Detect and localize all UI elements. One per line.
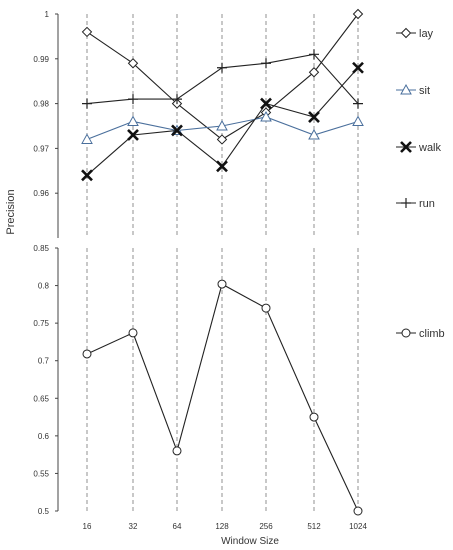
x-tick-labels: 16 32 64 128 256 512 1024 [83, 522, 368, 531]
bottom-panel: 0.5 0.55 0.6 0.65 0.7 0.75 0.8 0.85 [33, 244, 363, 516]
legend-item-climb: climb [396, 328, 445, 340]
point-climb [261, 303, 271, 313]
y-tick-label: 0.5 [38, 507, 50, 516]
y-tick-label: 0.85 [33, 244, 49, 253]
point-run [217, 62, 227, 73]
y-tick-label: 0.99 [33, 55, 49, 64]
point-lay [216, 134, 228, 145]
point-lay [127, 58, 139, 69]
point-walk [81, 169, 93, 182]
legend-item-walk: walk [396, 141, 442, 154]
x-tick-label: 32 [129, 522, 138, 531]
legend-label: climb [419, 328, 445, 340]
series-line-run [86, 53, 359, 105]
point-sit [81, 133, 93, 144]
point-walk [216, 160, 228, 173]
point-run [82, 98, 92, 109]
top-panel: 0.96 0.97 0.98 0.99 1 [33, 8, 364, 238]
y-axis-label: Precision [5, 189, 17, 234]
y-tick-label: 0.8 [38, 282, 50, 291]
legend-marker-walk [400, 141, 412, 153]
y-tick-label: 0.75 [33, 319, 49, 328]
point-walk [127, 129, 139, 141]
x-tick-label: 1024 [349, 522, 367, 531]
point-run [353, 98, 363, 109]
point-climb [128, 328, 138, 338]
point-lay [308, 67, 320, 78]
point-run [172, 94, 182, 105]
point-run [309, 49, 319, 60]
x-axis-label: Window Size [221, 536, 279, 547]
y-tick-label: 0.65 [33, 394, 49, 403]
x-tick-label: 128 [215, 522, 229, 531]
point-sit [352, 115, 364, 127]
point-climb [217, 279, 227, 289]
point-sit [127, 115, 139, 127]
x-tick-label: 256 [259, 522, 273, 531]
legend-label: walk [418, 142, 442, 154]
legend-item-run: run [396, 198, 435, 210]
legend-label: sit [419, 85, 430, 97]
point-sit [308, 128, 320, 140]
x-tick-label: 512 [307, 522, 321, 531]
y-tick-label: 0.97 [33, 144, 49, 153]
legend-marker-climb [401, 328, 411, 338]
legend-marker-lay [400, 27, 412, 39]
legend-item-lay: lay [396, 27, 434, 40]
legend-item-sit: sit [396, 83, 430, 97]
x-tick-label: 64 [173, 522, 182, 531]
point-sit [216, 119, 228, 131]
legend-label: run [419, 198, 435, 210]
series-line-climb [86, 283, 359, 512]
point-sit [260, 111, 272, 122]
point-walk [352, 61, 364, 74]
y-tick-label: 0.55 [33, 469, 49, 478]
point-run [128, 94, 138, 105]
y-tick-label: 0.98 [33, 100, 49, 109]
legend-marker-sit [400, 83, 412, 95]
point-climb [82, 349, 92, 359]
point-lay [81, 26, 93, 38]
point-climb [309, 412, 319, 422]
point-walk [171, 124, 183, 137]
legend: lay sit walk run climb [396, 27, 445, 340]
point-climb [172, 446, 182, 456]
point-walk [308, 111, 320, 123]
x-tick-label: 16 [83, 522, 92, 531]
point-climb [353, 506, 363, 516]
y-tick-label: 1 [45, 10, 50, 19]
y-tick-label: 0.6 [38, 432, 50, 441]
point-lay [352, 8, 364, 20]
y-tick-label: 0.96 [33, 189, 49, 198]
point-walk [260, 97, 272, 110]
legend-label: lay [419, 28, 434, 40]
point-run [261, 58, 271, 69]
legend-marker-run [401, 198, 411, 208]
y-tick-label: 0.7 [38, 357, 50, 366]
